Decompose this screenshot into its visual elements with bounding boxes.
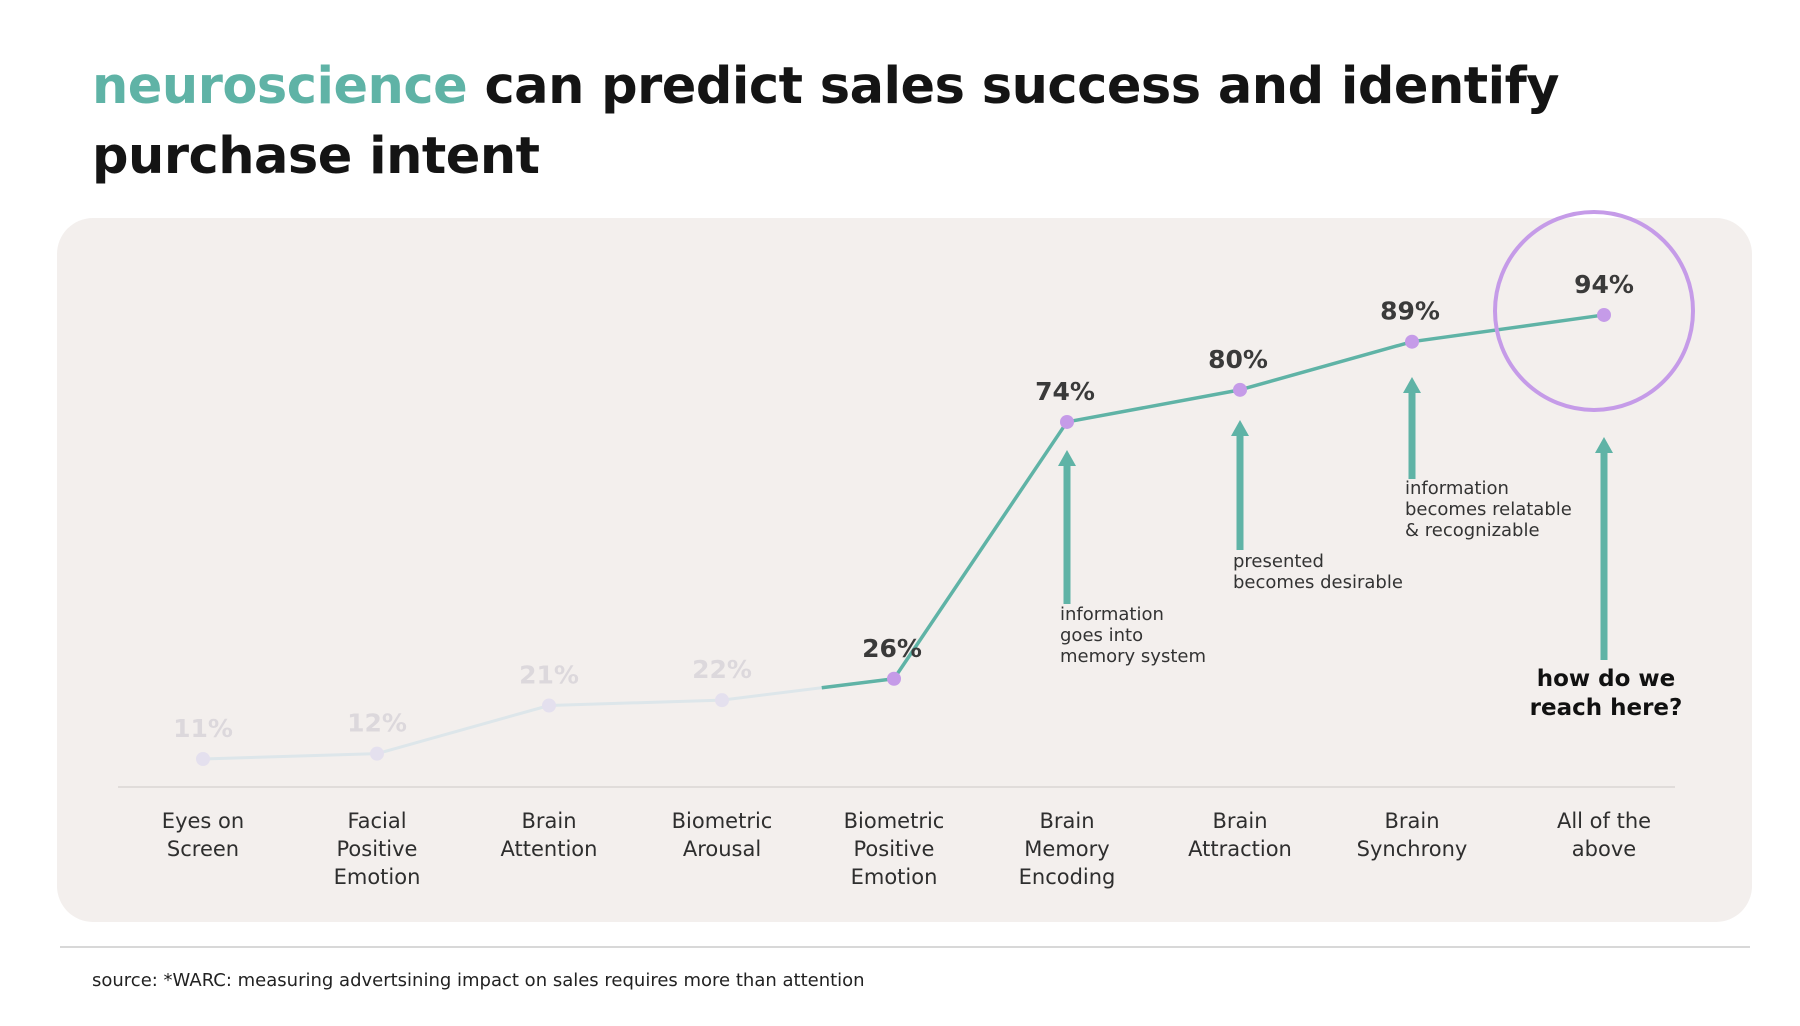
annotation-arrow-head — [1231, 420, 1249, 436]
data-point — [887, 671, 901, 686]
value-label: 21% — [519, 661, 579, 690]
data-point — [1060, 414, 1074, 429]
value-label: 22% — [692, 655, 752, 684]
annotation-text: how do we reach here? — [1530, 666, 1683, 721]
data-point — [542, 698, 556, 713]
x-tick-label: Brain Attraction — [1188, 809, 1292, 861]
x-tick-label: Brain Attention — [501, 809, 598, 861]
page-title: neuroscience can predict sales success a… — [92, 52, 1592, 192]
x-tick-label: Brain Synchrony — [1357, 809, 1468, 861]
annotation-arrow-head — [1403, 377, 1421, 393]
value-label: 80% — [1208, 345, 1268, 374]
title-rest: can predict sales success and identify p… — [92, 57, 1560, 186]
highlight-circle — [1493, 209, 1695, 412]
value-label: 89% — [1380, 297, 1440, 326]
annotation-arrow-head — [1595, 437, 1613, 453]
value-label: 12% — [347, 709, 407, 738]
annotation-arrow-head — [1058, 450, 1076, 466]
series-line-faded-segment — [548, 698, 723, 707]
value-label: 26% — [862, 634, 922, 663]
data-point — [1405, 334, 1419, 349]
value-label: 94% — [1574, 270, 1634, 299]
data-point — [1233, 382, 1247, 397]
series-line-segment — [1066, 388, 1241, 424]
series-line-segment — [1239, 340, 1413, 392]
x-tick-label: Biometric Positive Emotion — [844, 809, 945, 889]
title-accent: neuroscience — [92, 57, 468, 116]
series-line-segment — [821, 677, 895, 690]
x-tick-label: All of the above — [1557, 809, 1651, 861]
value-label: 74% — [1035, 377, 1095, 406]
annotation-text: information becomes relatable & recognizab… — [1405, 478, 1572, 541]
annotation-text: information goes into memory system — [1060, 604, 1206, 667]
series-line-segment — [892, 420, 1069, 680]
x-tick-label: Brain Memory Encoding — [1019, 809, 1116, 889]
source-note: source: *WARC: measuring advertsining im… — [92, 970, 865, 991]
series-line-segment — [1411, 313, 1605, 344]
data-point — [370, 746, 384, 761]
series-line-faded-segment — [202, 752, 378, 761]
value-label: 11% — [173, 714, 233, 743]
x-tick-label: Biometric Arousal — [672, 809, 773, 861]
x-tick-label: Facial Positive Emotion — [334, 809, 421, 889]
divider — [60, 946, 1750, 948]
data-point — [196, 752, 210, 766]
data-point — [1597, 307, 1611, 322]
annotation-text: presented becomes desirable — [1233, 551, 1403, 593]
x-tick-label: Eyes on Screen — [162, 809, 244, 861]
data-point — [715, 693, 729, 708]
series-line-faded-segment — [376, 704, 550, 756]
